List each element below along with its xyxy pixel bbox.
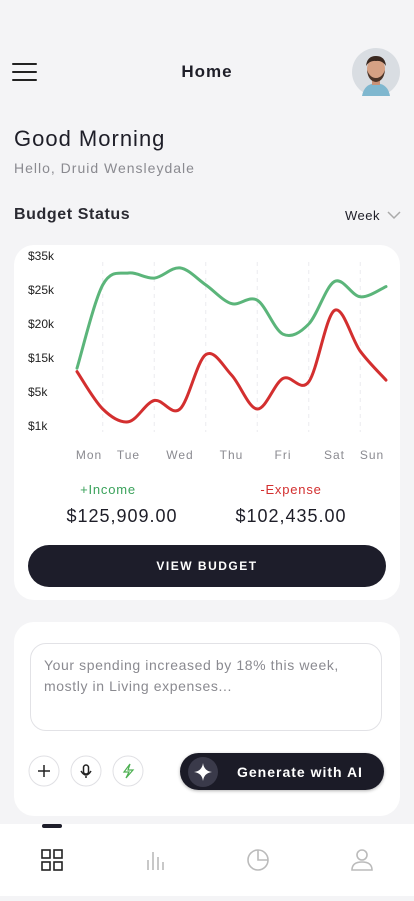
tab-profile[interactable] (351, 849, 373, 871)
generate-button[interactable]: Generate with AI (180, 753, 384, 790)
chevron (387, 211, 401, 220)
expense-amount: $102,435.00 (235, 506, 347, 526)
tab-icons (41, 824, 373, 871)
tab-stats[interactable] (147, 852, 164, 870)
period-select[interactable]: Week (345, 208, 380, 223)
income-label: +Income (80, 482, 136, 497)
generate-label: Generate with AI (237, 764, 363, 780)
page-title: Home (181, 62, 233, 81)
tab-home[interactable] (41, 849, 63, 871)
mic-button[interactable] (70, 755, 102, 787)
tab-reports[interactable] (247, 849, 269, 871)
subtitle: Hello, Druid Wensleydale (14, 160, 195, 176)
section-title: Budget Status (14, 206, 131, 223)
menu-icon[interactable] (12, 62, 38, 82)
insight-text: Your spending increased by 18% this week… (44, 657, 339, 694)
view-budget-button[interactable]: VIEW BUDGET (28, 545, 386, 587)
sparkle-icon (188, 757, 218, 787)
income-amount: $125,909.00 (66, 506, 178, 526)
flash-button[interactable] (112, 755, 144, 787)
greeting: Good Morning (14, 126, 166, 151)
tool-buttons (28, 755, 144, 787)
avatar[interactable] (352, 48, 400, 96)
expense-label: -Expense (260, 482, 322, 497)
text-input[interactable] (30, 643, 382, 731)
tab-bar (0, 824, 414, 896)
